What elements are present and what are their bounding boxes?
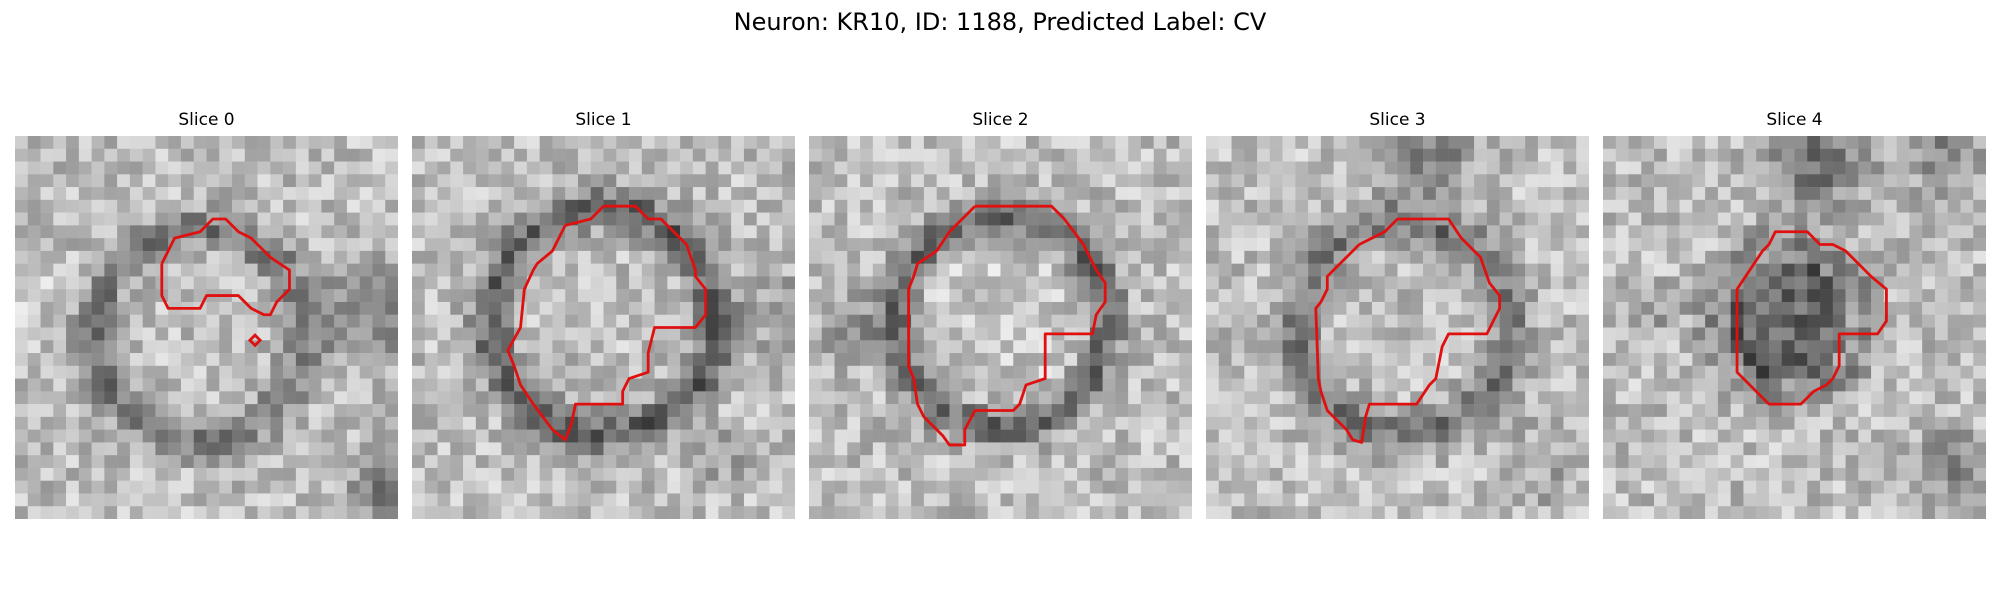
slice-image-3	[1206, 136, 1589, 519]
roi-contour	[1314, 217, 1502, 444]
pixel-grid	[1603, 136, 1986, 519]
figure-title: Neuron: KR10, ID: 1188, Predicted Label:…	[733, 8, 1267, 36]
roi-contour	[1735, 230, 1888, 406]
slice-panel-4: Slice 4	[1603, 110, 1986, 520]
slice-panel-1: Slice 1	[412, 110, 795, 520]
slice-image-0	[15, 136, 398, 519]
pixel-grid	[15, 136, 398, 519]
pixel-grid	[412, 136, 795, 519]
slice-title-2: Slice 2	[972, 110, 1029, 130]
slice-title-3: Slice 3	[1369, 110, 1426, 130]
slice-title-1: Slice 1	[575, 110, 632, 130]
pixel-grid	[1206, 136, 1589, 519]
slice-title-4: Slice 4	[1766, 110, 1823, 130]
slice-image-2	[809, 136, 1192, 519]
roi-contour	[506, 204, 708, 442]
slice-title-0: Slice 0	[178, 110, 235, 130]
slice-image-4	[1603, 136, 1986, 519]
roi-contour	[907, 204, 1107, 447]
roi-contour	[160, 217, 291, 317]
pixel-grid	[809, 136, 1192, 519]
slice-panel-2: Slice 2	[809, 110, 1192, 520]
slice-panel-3: Slice 3	[1206, 110, 1589, 520]
slice-panel-0: Slice 0	[15, 110, 398, 520]
roi-contour-small	[247, 333, 263, 348]
slice-image-1	[412, 136, 795, 519]
